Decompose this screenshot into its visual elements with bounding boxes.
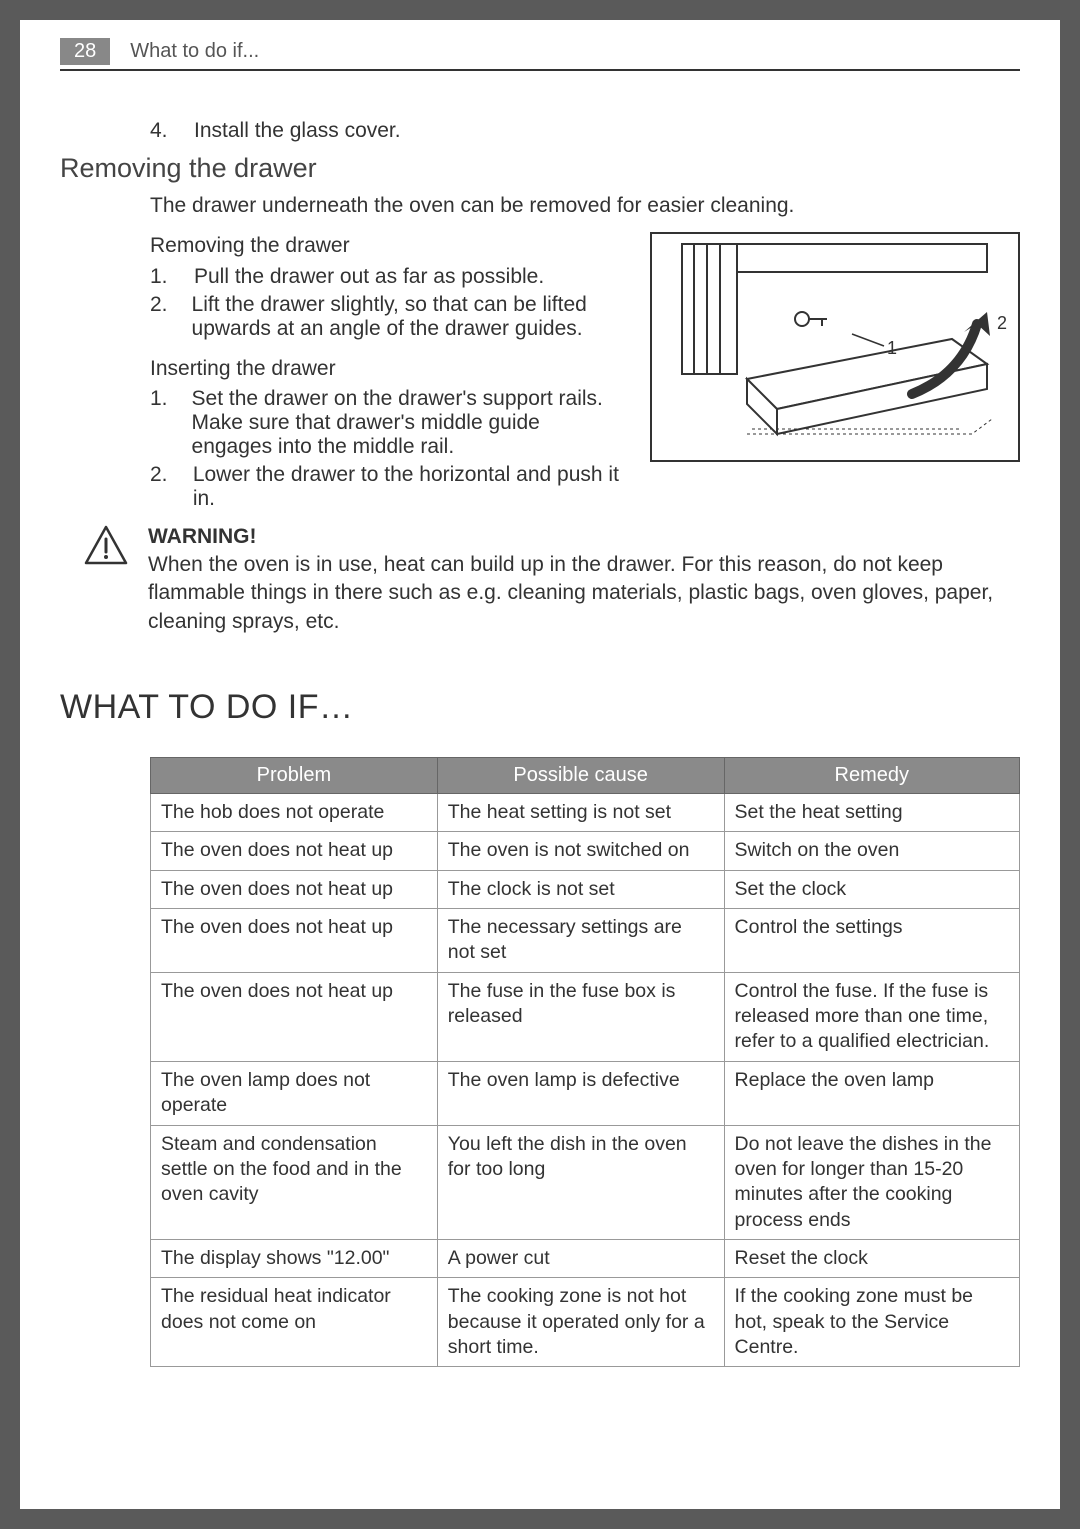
table-header-cause: Possible cause	[437, 758, 724, 794]
diagram-label-2: 2	[997, 313, 1007, 333]
table-cell: A power cut	[437, 1239, 724, 1277]
table-cell: Do not leave the dishes in the oven for …	[724, 1125, 1019, 1239]
table-body: The hob does not operateThe heat setting…	[151, 794, 1020, 1367]
table-header-remedy: Remedy	[724, 758, 1019, 794]
table-row: The oven does not heat upThe necessary s…	[151, 909, 1020, 973]
diagram-label-1: 1	[887, 338, 897, 358]
warning-body: When the oven is in use, heat can build …	[148, 551, 1020, 636]
table-cell: The cooking zone is not hot because it o…	[437, 1278, 724, 1367]
table-cell: The display shows "12.00"	[151, 1239, 438, 1277]
drawer-diagram-svg: 1 2	[652, 234, 1022, 464]
table-cell: Set the clock	[724, 870, 1019, 908]
table-cell: The oven does not heat up	[151, 832, 438, 870]
table-cell: The oven does not heat up	[151, 972, 438, 1061]
table-cell: The necessary settings are not set	[437, 909, 724, 973]
list-number: 1.	[150, 387, 168, 459]
table-header-problem: Problem	[151, 758, 438, 794]
table-cell: The residual heat indicator does not com…	[151, 1278, 438, 1367]
list-text: Pull the drawer out as far as possible.	[194, 265, 544, 289]
table-cell: Set the heat setting	[724, 794, 1019, 832]
table-cell: You left the dish in the oven for too lo…	[437, 1125, 724, 1239]
list-item: 1. Set the drawer on the drawer's suppor…	[150, 387, 620, 459]
left-column: Removing the drawer 1. Pull the drawer o…	[150, 232, 620, 515]
header-section-title: What to do if...	[130, 40, 259, 63]
table-cell: Control the fuse. If the fuse is release…	[724, 972, 1019, 1061]
table-row: Steam and condensation settle on the foo…	[151, 1125, 1020, 1239]
drawer-diagram: 1 2	[650, 232, 1020, 462]
list-number: 2.	[150, 463, 169, 511]
section-heading-removing-drawer: Removing the drawer	[60, 153, 1020, 184]
table-cell: Switch on the oven	[724, 832, 1019, 870]
intro-paragraph: The drawer underneath the oven can be re…	[150, 192, 1020, 220]
page-number: 28	[60, 38, 110, 65]
list-number: 4.	[150, 119, 170, 143]
table-cell: The heat setting is not set	[437, 794, 724, 832]
table-row: The oven does not heat upThe clock is no…	[151, 870, 1020, 908]
table-cell: The oven is not switched on	[437, 832, 724, 870]
two-column-layout: Removing the drawer 1. Pull the drawer o…	[150, 232, 1020, 515]
page: 28 What to do if... 4. Install the glass…	[20, 20, 1060, 1509]
warning-title: WARNING!	[148, 525, 1020, 549]
list-item: 1. Pull the drawer out as far as possibl…	[150, 265, 620, 289]
table-cell: The oven lamp is defective	[437, 1061, 724, 1125]
table-cell: Reset the clock	[724, 1239, 1019, 1277]
table-row: The oven lamp does not operateThe oven l…	[151, 1061, 1020, 1125]
table-cell: The oven does not heat up	[151, 909, 438, 973]
table-cell: Steam and condensation settle on the foo…	[151, 1125, 438, 1239]
list-item: 2. Lower the drawer to the horizontal an…	[150, 463, 620, 511]
warning-icon	[84, 525, 128, 648]
table-cell: Control the settings	[724, 909, 1019, 973]
list-number: 1.	[150, 265, 170, 289]
section-heading-troubleshoot: WHAT TO DO IF…	[60, 688, 1020, 727]
list-text: Install the glass cover.	[194, 119, 401, 143]
warning-block: WARNING! When the oven is in use, heat c…	[84, 525, 1020, 648]
list-text: Lower the drawer to the horizontal and p…	[193, 463, 620, 511]
list-item: 2. Lift the drawer slightly, so that can…	[150, 293, 620, 341]
content-area: 4. Install the glass cover. Removing the…	[60, 119, 1020, 1367]
table-cell: If the cooking zone must be hot, speak t…	[724, 1278, 1019, 1367]
table-cell: The oven lamp does not operate	[151, 1061, 438, 1125]
table-cell: The hob does not operate	[151, 794, 438, 832]
troubleshoot-table: Problem Possible cause Remedy The hob do…	[150, 757, 1020, 1367]
subsection-title: Removing the drawer	[150, 232, 620, 260]
list-text: Lift the drawer slightly, so that can be…	[192, 293, 620, 341]
table-cell: The oven does not heat up	[151, 870, 438, 908]
table-row: The residual heat indicator does not com…	[151, 1278, 1020, 1367]
table-row: The oven does not heat upThe fuse in the…	[151, 972, 1020, 1061]
page-header: 28 What to do if...	[60, 38, 1020, 71]
table-cell: The clock is not set	[437, 870, 724, 908]
table-cell: Replace the oven lamp	[724, 1061, 1019, 1125]
right-column: 1 2	[650, 232, 1020, 515]
table-row: The display shows "12.00"A power cutRese…	[151, 1239, 1020, 1277]
list-text: Set the drawer on the drawer's support r…	[192, 387, 620, 459]
table-cell: The fuse in the fuse box is released	[437, 972, 724, 1061]
warning-text: WARNING! When the oven is in use, heat c…	[148, 525, 1020, 648]
table-row: The oven does not heat upThe oven is not…	[151, 832, 1020, 870]
table-row: The hob does not operateThe heat setting…	[151, 794, 1020, 832]
subsection-title: Inserting the drawer	[150, 355, 620, 383]
table-header-row: Problem Possible cause Remedy	[151, 758, 1020, 794]
list-number: 2.	[150, 293, 168, 341]
list-item: 4. Install the glass cover.	[150, 119, 1020, 143]
